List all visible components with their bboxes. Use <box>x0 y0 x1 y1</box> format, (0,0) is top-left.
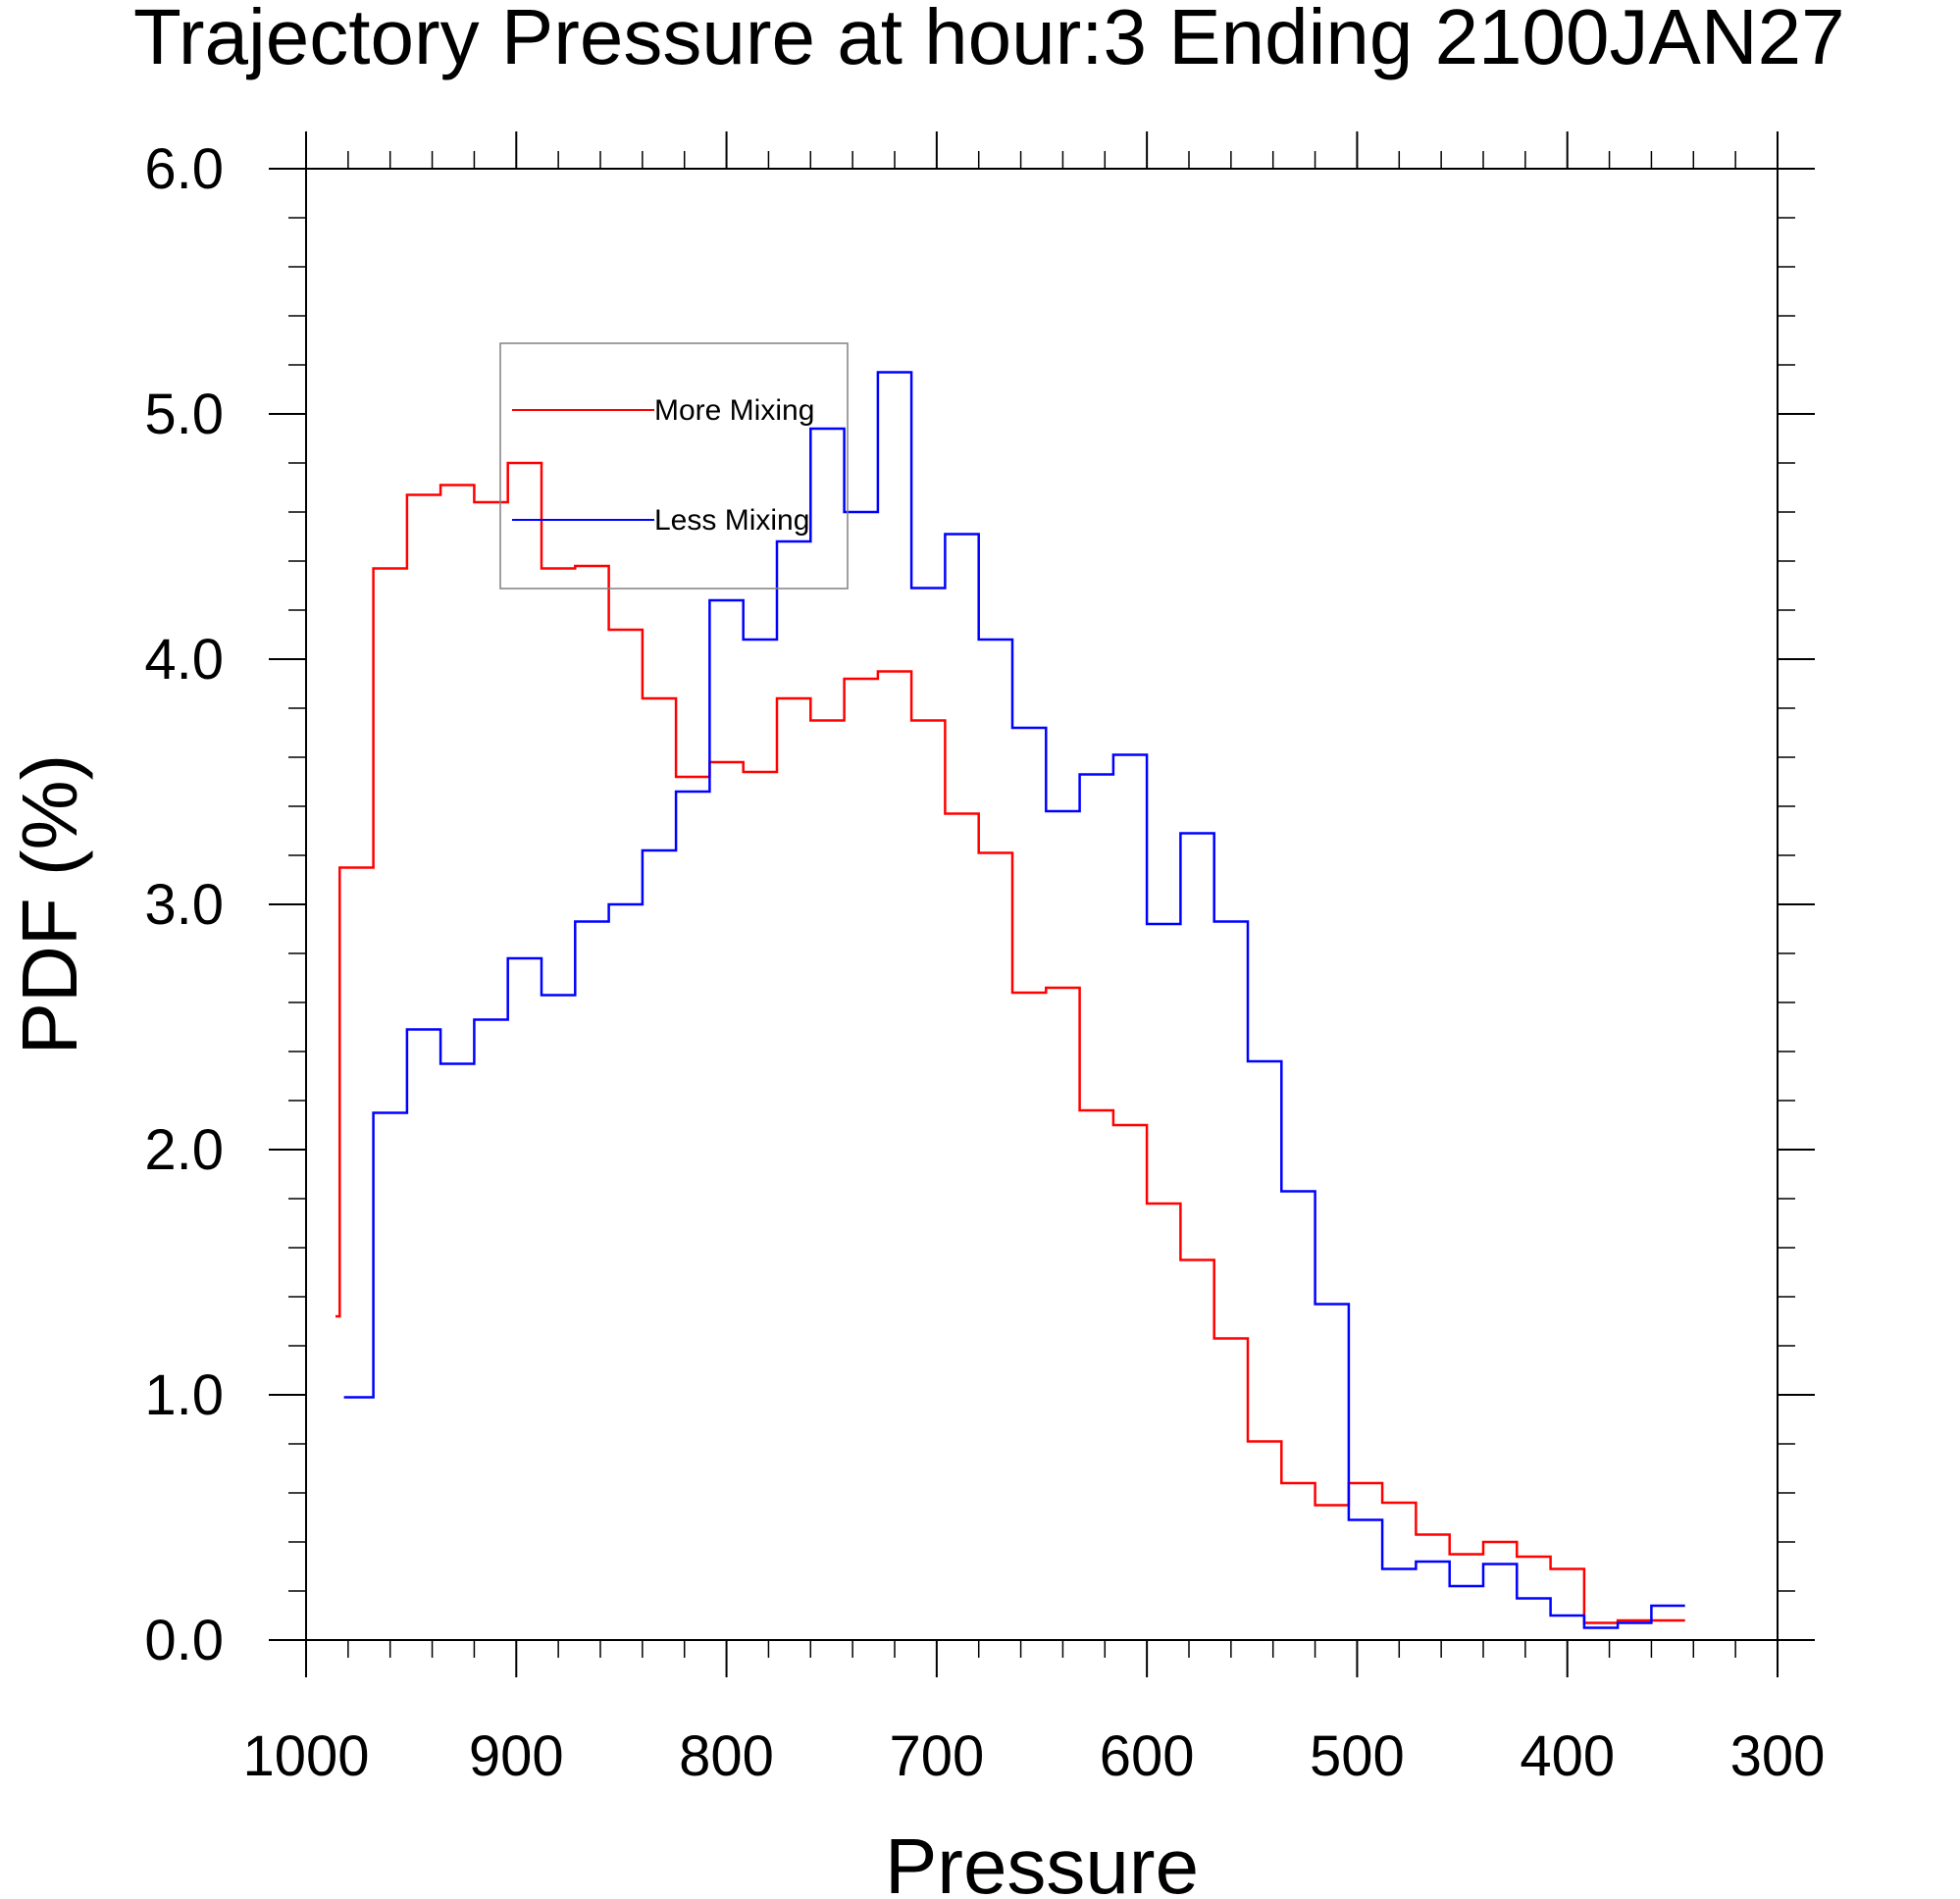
y-tick-label: 5.0 <box>144 383 224 446</box>
chart-title: Trajectory Pressure at hour:3 Ending 210… <box>133 0 1845 80</box>
y-axis-label: PDF (%) <box>6 754 93 1055</box>
y-tick-label: 0.0 <box>144 1609 224 1672</box>
y-tick-label: 2.0 <box>144 1118 224 1182</box>
x-tick-label: 300 <box>1730 1724 1826 1788</box>
legend-box <box>499 342 849 590</box>
series-layer <box>335 371 1685 1629</box>
x-axis-label: Pressure <box>885 1822 1199 1899</box>
y-tick-label: 6.0 <box>144 137 224 201</box>
y-tick-label: 4.0 <box>144 628 224 692</box>
x-tick-label: 800 <box>679 1724 774 1788</box>
x-tick-label: 400 <box>1520 1724 1615 1788</box>
plot-frame <box>305 168 1779 1641</box>
series-line-less-mixing <box>343 371 1685 1629</box>
y-tick-label: 3.0 <box>144 873 224 937</box>
x-tick-label: 500 <box>1310 1724 1405 1788</box>
legend: More Mixing Less Mixing <box>499 342 849 590</box>
axis-ticks <box>269 131 1815 1677</box>
tick-labels: 1000 900 800 700 600 500 400 300 0.0 1.0 2.0 3.0 4.0… <box>144 137 1825 1788</box>
y-tick-label: 1.0 <box>144 1363 224 1427</box>
x-tick-label: 1000 <box>242 1724 369 1788</box>
series-line-more-mixing <box>335 461 1685 1624</box>
legend-label-more-mixing: More Mixing <box>654 394 814 427</box>
legend-label-less-mixing: Less Mixing <box>654 504 809 537</box>
x-tick-label: 900 <box>469 1724 564 1788</box>
x-tick-label: 600 <box>1100 1724 1195 1788</box>
x-tick-label: 700 <box>889 1724 984 1788</box>
